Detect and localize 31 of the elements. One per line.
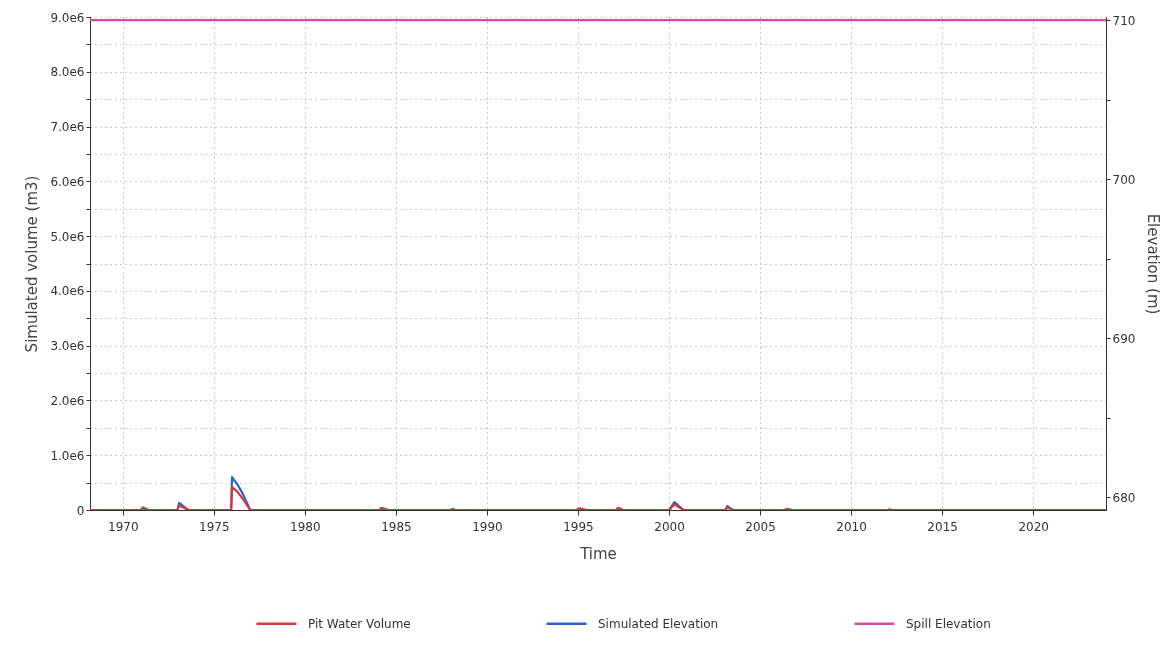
y2-tick-label: 690: [1112, 331, 1136, 346]
y-tick-label: 5.0e6: [50, 229, 85, 244]
x-tick-label: 2020: [1018, 519, 1049, 534]
x-tick-label: 1980: [290, 519, 321, 534]
y2-tick-label: 700: [1112, 172, 1136, 187]
x-tick-label: 1990: [472, 519, 503, 534]
y2-axis-title: Elevation (m): [1144, 213, 1163, 315]
x-tick-label: 2010: [836, 519, 867, 534]
x-tick-label: 1985: [381, 519, 412, 534]
y-tick-label: 8.0e6: [50, 65, 85, 80]
y-tick-label: 6.0e6: [50, 174, 85, 189]
legend-label: Simulated Elevation: [598, 616, 719, 631]
x-tick-label: 2005: [745, 519, 776, 534]
y-tick-label: 0: [76, 503, 85, 518]
y-tick-label: 9.0e6: [50, 10, 85, 25]
y-axis-title: Simulated volume (m3): [23, 175, 42, 353]
y-tick-label: 4.0e6: [50, 284, 85, 299]
y-tick-label: 1.0e6: [50, 448, 85, 463]
legend-label: Pit Water Volume: [308, 616, 411, 631]
x-tick-label: 2015: [927, 519, 958, 534]
x-tick-label: 1975: [199, 519, 230, 534]
x-tick-label: 2000: [654, 519, 685, 534]
x-tick-label: 1995: [563, 519, 594, 534]
y-tick-label: 7.0e6: [50, 120, 85, 135]
y-tick-label: 2.0e6: [50, 393, 85, 408]
x-axis-title: Time: [579, 544, 617, 563]
x-tick-label: 1970: [108, 519, 139, 534]
y2-tick-label: 680: [1112, 490, 1136, 505]
y2-tick-label: 710: [1112, 13, 1136, 28]
legend-label: Spill Elevation: [906, 616, 991, 631]
y-tick-label: 3.0e6: [50, 339, 85, 354]
